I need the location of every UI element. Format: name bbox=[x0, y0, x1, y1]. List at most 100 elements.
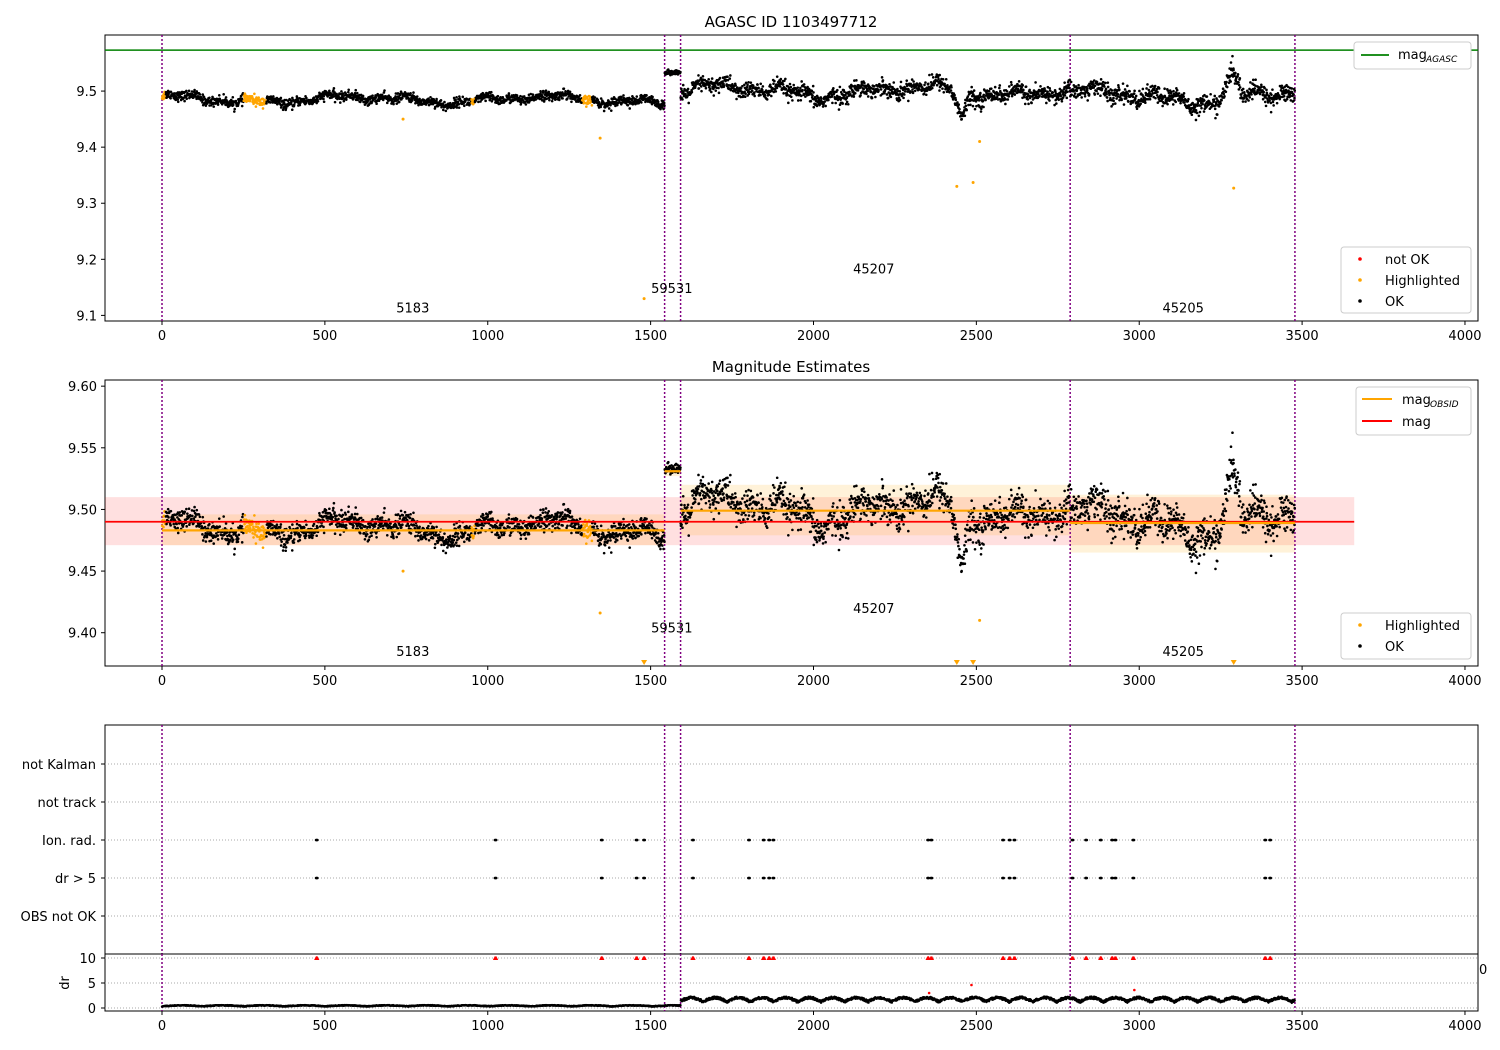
ok-point bbox=[178, 511, 182, 514]
ok-point bbox=[400, 526, 403, 529]
ok-point bbox=[387, 94, 391, 97]
ok-point bbox=[322, 94, 326, 98]
highlighted-point bbox=[257, 96, 260, 99]
y-tick-label: 9.50 bbox=[68, 503, 97, 518]
ok-point bbox=[1045, 101, 1048, 105]
ok-point bbox=[852, 95, 856, 98]
ok-point bbox=[1006, 98, 1010, 101]
ok-point bbox=[217, 517, 221, 520]
ok-point bbox=[998, 86, 1001, 90]
ok-point bbox=[1099, 78, 1103, 81]
ok-point bbox=[1144, 101, 1147, 105]
ok-point bbox=[704, 86, 708, 90]
ok-point bbox=[651, 95, 654, 99]
ok-point bbox=[418, 97, 421, 101]
ok-point bbox=[1139, 102, 1142, 105]
highlighted-point bbox=[262, 526, 265, 530]
ok-point bbox=[347, 88, 350, 92]
ok-point bbox=[1104, 87, 1108, 91]
ok-point bbox=[1229, 80, 1233, 83]
ok-point bbox=[311, 536, 314, 540]
ok-point bbox=[435, 525, 438, 529]
ok-point bbox=[1126, 84, 1129, 88]
ok-point bbox=[295, 522, 299, 526]
ok-point bbox=[1253, 87, 1257, 90]
ok-point bbox=[645, 94, 648, 97]
x-tick-label: 2500 bbox=[960, 329, 993, 344]
highlighted-point bbox=[261, 107, 265, 110]
highlighted-point bbox=[590, 104, 594, 107]
ok-point bbox=[1099, 94, 1102, 98]
ok-point bbox=[717, 91, 721, 95]
ok-point bbox=[987, 89, 991, 93]
ok-point bbox=[234, 99, 238, 103]
ok-point bbox=[1171, 103, 1175, 106]
ok-point bbox=[360, 98, 364, 102]
ok-point bbox=[799, 98, 803, 102]
ok-point bbox=[938, 73, 942, 77]
ok-point bbox=[1132, 92, 1136, 95]
ok-point bbox=[492, 95, 495, 98]
ok-point bbox=[1085, 88, 1089, 92]
ok-point bbox=[944, 77, 948, 81]
ok-point bbox=[1161, 104, 1164, 108]
ok-point bbox=[419, 534, 423, 537]
ok-point bbox=[957, 103, 961, 106]
ok-point bbox=[855, 79, 858, 82]
ok-point bbox=[1272, 104, 1275, 107]
ok-point bbox=[541, 511, 545, 515]
ok-point bbox=[635, 95, 639, 98]
ok-point bbox=[752, 91, 756, 94]
ok-point bbox=[175, 522, 178, 526]
highlighted-point bbox=[242, 94, 246, 97]
ok-point bbox=[869, 90, 873, 94]
ok-point bbox=[542, 508, 545, 512]
ok-point bbox=[1100, 87, 1104, 90]
ok-point bbox=[1013, 93, 1017, 96]
ok-point bbox=[707, 78, 710, 81]
ok-point bbox=[292, 103, 296, 107]
ok-point bbox=[1087, 92, 1091, 96]
ok-point bbox=[276, 537, 279, 540]
ok-point bbox=[340, 90, 343, 93]
ok-point bbox=[265, 535, 268, 538]
ok-point bbox=[1021, 84, 1025, 87]
ok-point bbox=[1065, 96, 1069, 100]
ok-point bbox=[791, 99, 794, 102]
ok-point bbox=[1285, 97, 1289, 101]
ok-point bbox=[712, 94, 716, 97]
ok-point bbox=[232, 553, 236, 556]
ok-point bbox=[973, 107, 977, 111]
y-tick-label: 9.45 bbox=[68, 565, 97, 580]
ok-point bbox=[517, 523, 521, 526]
ok-point bbox=[848, 90, 851, 94]
ok-point bbox=[231, 95, 235, 99]
ok-point bbox=[811, 84, 815, 88]
ok-point bbox=[1039, 85, 1042, 88]
ok-point bbox=[859, 94, 862, 97]
ok-point bbox=[568, 90, 572, 94]
ok-point bbox=[602, 109, 606, 113]
ok-point bbox=[765, 98, 769, 101]
ok-point bbox=[982, 93, 986, 97]
ok-point bbox=[1293, 96, 1296, 100]
ok-point bbox=[347, 510, 350, 514]
ok-point bbox=[964, 104, 968, 108]
ok-point bbox=[1236, 73, 1240, 76]
ok-point bbox=[481, 513, 485, 517]
ok-point bbox=[1237, 81, 1240, 84]
highlighted-point bbox=[971, 180, 975, 184]
x-tick-label: 4000 bbox=[1448, 674, 1481, 689]
ok-point bbox=[279, 544, 283, 547]
ok-point bbox=[412, 91, 415, 94]
ok-point bbox=[570, 100, 573, 104]
ok-point bbox=[368, 102, 371, 105]
ok-point bbox=[1004, 102, 1007, 106]
ok-point bbox=[312, 96, 316, 100]
highlighted-point bbox=[256, 535, 259, 538]
ok-point bbox=[392, 102, 395, 106]
panel1-title: AGASC ID 1103497712 bbox=[705, 13, 878, 31]
ok-point bbox=[167, 516, 170, 519]
ok-point bbox=[289, 534, 293, 538]
